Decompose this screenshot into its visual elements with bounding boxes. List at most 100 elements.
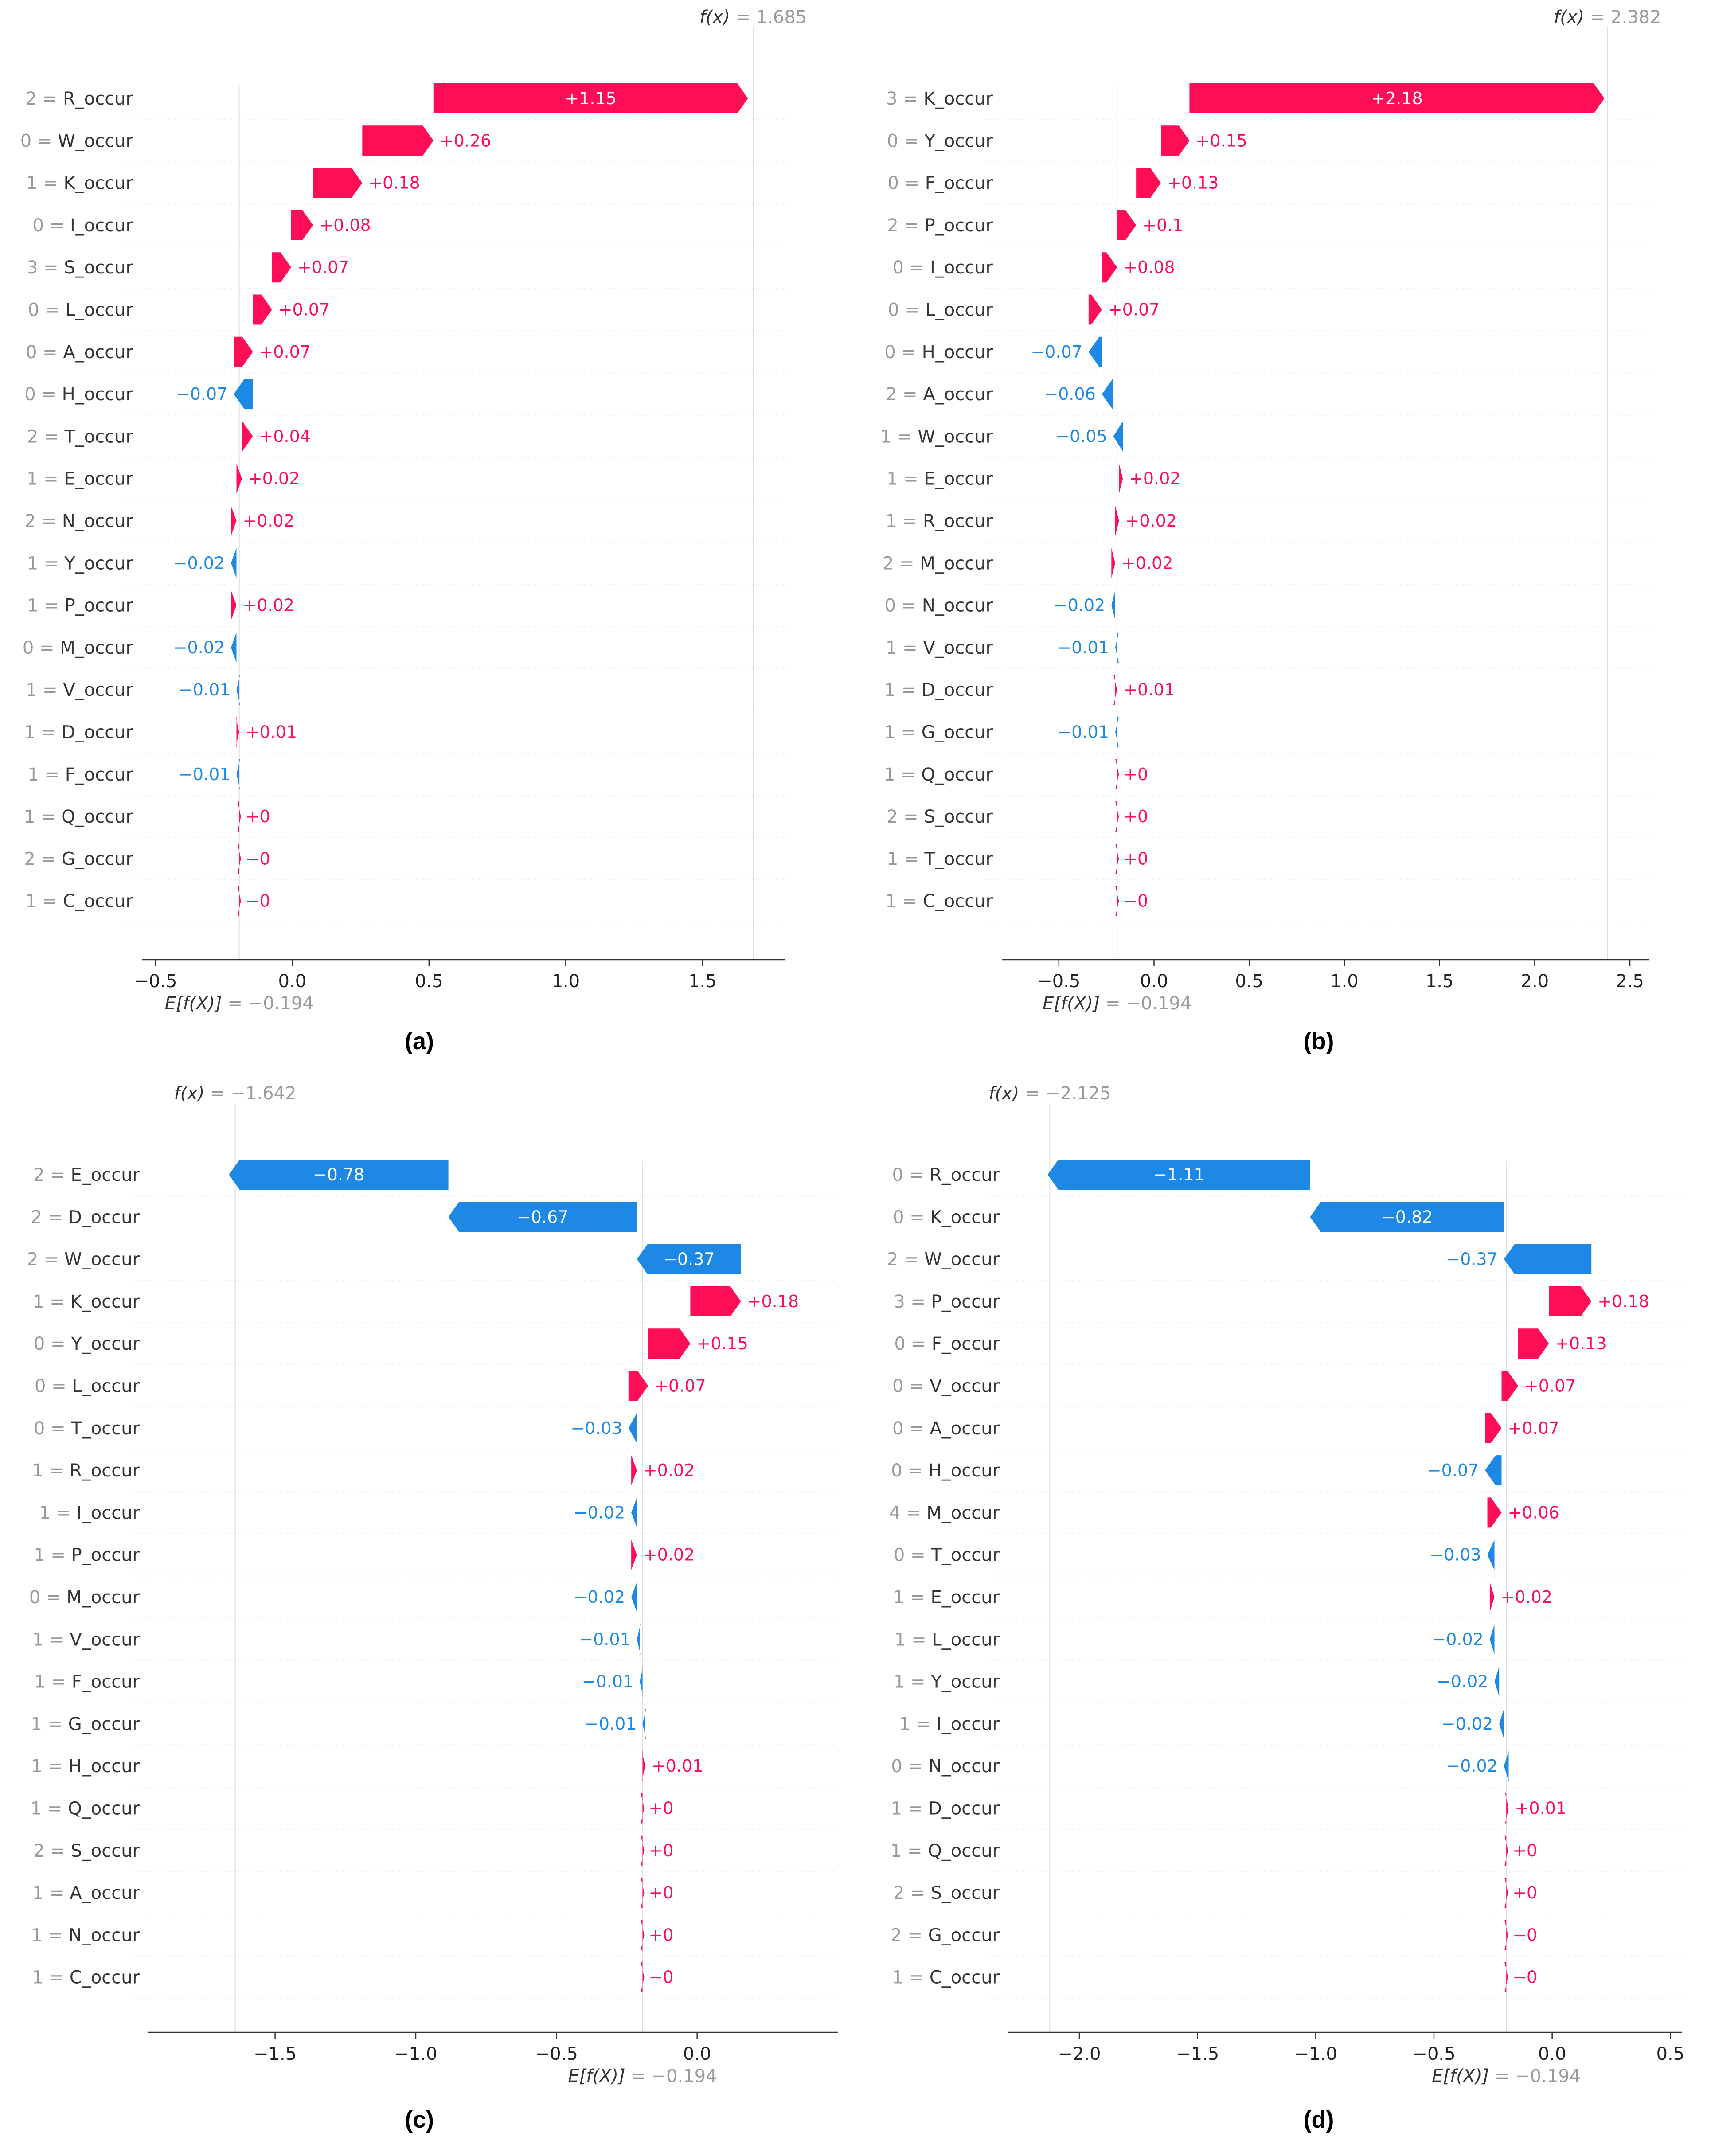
feature-value: 1 xyxy=(885,891,896,912)
fx-value: = −1.642 xyxy=(204,1083,296,1104)
x-tick-label: −2.0 xyxy=(1058,2044,1101,2064)
value-label: +0 xyxy=(246,807,270,826)
fx-symbol: f(x) xyxy=(699,7,730,27)
value-label: −0 xyxy=(649,1968,674,1987)
value-label: −0.06 xyxy=(1044,384,1095,404)
feature-label: 2 = P_occur xyxy=(887,215,993,236)
bar-l-occur xyxy=(1489,1624,1495,1655)
bar-h-occur xyxy=(234,379,253,410)
bar-c-occur xyxy=(1115,886,1119,916)
feature-value: 2 xyxy=(31,1207,42,1227)
equals-sign: = xyxy=(35,849,62,869)
equals-sign: = xyxy=(898,131,924,151)
value-label: −0.02 xyxy=(1437,1672,1488,1691)
bar-a-occur xyxy=(1485,1413,1502,1443)
value-label: +1.15 xyxy=(565,89,616,108)
equals-sign: = xyxy=(902,1461,929,1481)
equals-sign: = xyxy=(44,215,70,236)
bar-i-occur xyxy=(631,1497,637,1528)
bar-e-occur xyxy=(1489,1582,1495,1612)
x-tick-label: 0.0 xyxy=(683,2044,711,2064)
equals-sign: = xyxy=(904,258,930,278)
x-tick-label: 1.0 xyxy=(1330,971,1359,992)
equals-sign: = xyxy=(904,1883,930,1903)
bar-q-occur xyxy=(237,801,241,832)
feature-label: 3 = K_occur xyxy=(886,89,993,109)
x-tick-label: 0.5 xyxy=(1235,971,1263,992)
value-label: +0.02 xyxy=(1121,553,1173,573)
feature-value: 0 xyxy=(20,131,31,151)
value-label: −0.01 xyxy=(585,1714,636,1734)
feature-label: 0 = I_occur xyxy=(33,215,133,236)
bar-w-occur xyxy=(362,125,434,156)
equals-sign: = xyxy=(39,300,66,320)
bar-r-occur xyxy=(433,83,748,113)
equals-sign: = xyxy=(898,215,925,236)
feature-value: 1 xyxy=(32,1629,43,1650)
feature-value: 0 xyxy=(884,596,895,616)
x-tick-label: −1.0 xyxy=(1294,2044,1337,2064)
feature-name: L_occur xyxy=(925,300,993,320)
bar-a-occur xyxy=(234,336,253,367)
bar-i-occur xyxy=(291,210,313,240)
feature-name: N_occur xyxy=(922,596,993,616)
feature-name: I_occur xyxy=(930,258,993,278)
feature-label: 1 = K_occur xyxy=(26,173,133,194)
value-label: +0.02 xyxy=(1129,469,1180,488)
value-label: −0.02 xyxy=(574,1587,625,1607)
feature-name: E_occur xyxy=(70,1165,140,1185)
feature-value: 1 xyxy=(32,1461,43,1481)
bar-l-occur xyxy=(253,294,272,325)
feature-name: K_occur xyxy=(70,1292,140,1312)
bar-n-occur xyxy=(1111,590,1115,621)
equals-sign: = xyxy=(898,89,924,109)
feature-label: 0 = L_occur xyxy=(35,1376,140,1397)
feature-value: 1 xyxy=(887,469,898,489)
bar-t-occur xyxy=(1487,1539,1495,1570)
feature-value: 1 xyxy=(39,1503,51,1523)
feature-value: 4 xyxy=(889,1503,900,1523)
value-label: −0.67 xyxy=(517,1207,568,1226)
feature-label: 1 = V_occur xyxy=(26,680,133,700)
equals-sign: = xyxy=(38,469,64,489)
feature-value: 1 xyxy=(886,511,897,531)
value-label: −0.01 xyxy=(579,1629,630,1649)
value-label: −0.02 xyxy=(1432,1629,1483,1649)
feature-name: D_occur xyxy=(928,1799,1000,1819)
value-label: +2.18 xyxy=(1371,89,1422,108)
feature-value: 0 xyxy=(29,1587,40,1608)
efx-value: = −0.194 xyxy=(1100,993,1191,1014)
equals-sign: = xyxy=(902,1841,928,1861)
feature-label: 1 = Y_occur xyxy=(894,1672,1000,1692)
feature-label: 1 = C_occur xyxy=(25,891,133,912)
feature-name: E_occur xyxy=(64,469,133,489)
value-label: +0 xyxy=(1512,1841,1537,1860)
equals-sign: = xyxy=(38,173,64,194)
equals-sign: = xyxy=(895,765,921,785)
feature-value: 3 xyxy=(886,89,897,109)
feature-value: 0 xyxy=(892,1376,903,1397)
value-label: +0.01 xyxy=(1123,680,1175,699)
fx-label: f(x) = −2.125 xyxy=(988,1083,1111,1104)
feature-value: 1 xyxy=(27,553,38,574)
equals-sign: = xyxy=(51,1503,77,1523)
efx-symbol: E[f(X)] xyxy=(568,2066,625,2086)
feature-label: 1 = Y_occur xyxy=(27,553,133,574)
bar-t-occur xyxy=(1115,844,1119,874)
feature-label: 2 = R_occur xyxy=(26,89,133,109)
feature-label: 0 = T_occur xyxy=(894,1545,1000,1566)
feature-name: M_occur xyxy=(66,1587,140,1608)
value-label: −0.01 xyxy=(179,765,230,784)
equals-sign: = xyxy=(36,511,62,531)
feature-label: 0 = M_occur xyxy=(23,638,133,658)
value-label: −0.37 xyxy=(1446,1250,1497,1269)
feature-name: V_occur xyxy=(63,680,133,700)
value-label: −0.03 xyxy=(570,1418,622,1438)
bar-i-occur xyxy=(1499,1708,1504,1739)
feature-label: 1 = T_occur xyxy=(887,849,993,869)
efx-label: E[f(X)] = −0.194 xyxy=(568,2066,717,2086)
efx-value: = −0.194 xyxy=(625,2066,717,2086)
value-label: +0 xyxy=(1512,1883,1537,1902)
feature-name: P_occur xyxy=(925,215,993,236)
feature-value: 0 xyxy=(887,173,898,194)
